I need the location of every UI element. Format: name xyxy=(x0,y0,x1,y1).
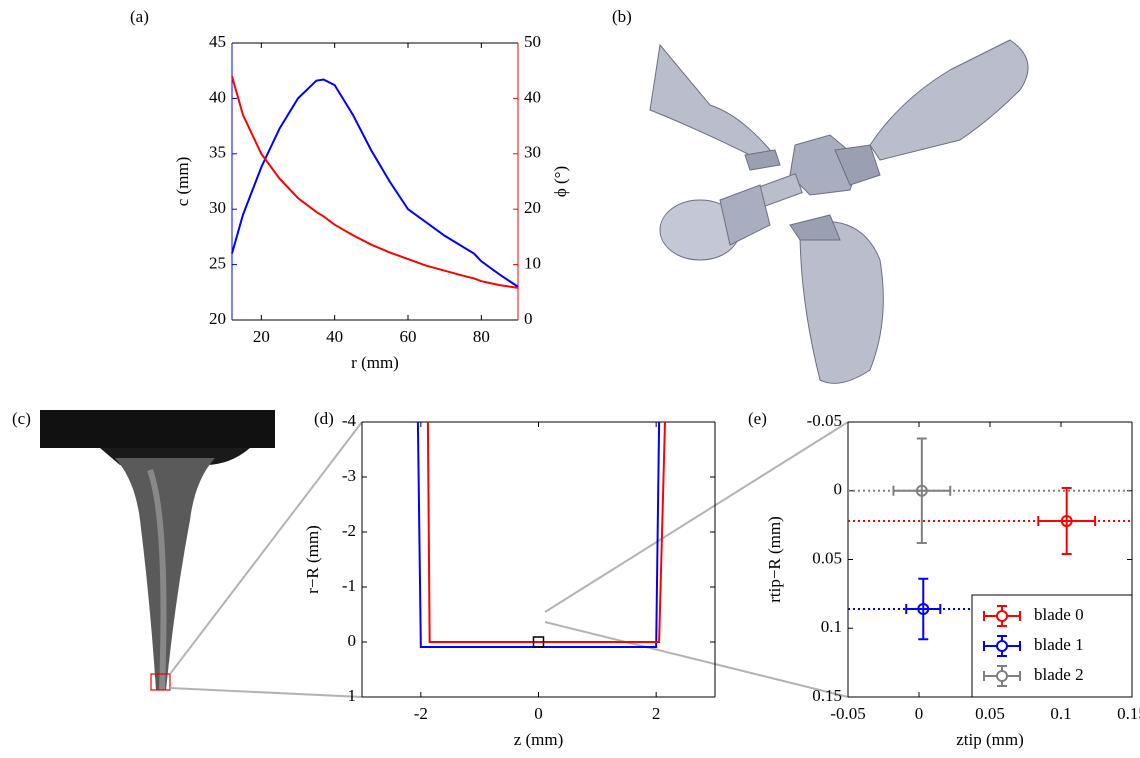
y-tick-label: 40 xyxy=(209,87,226,106)
x-tick-label: -2 xyxy=(414,704,428,723)
y-tick-label: 1 xyxy=(348,686,357,705)
y2-tick-label: 30 xyxy=(524,143,541,162)
x-tick-label: 0.15 xyxy=(1117,704,1140,723)
panel-label: (b) xyxy=(612,7,632,26)
legend-label: blade 2 xyxy=(1034,665,1084,684)
y-tick-label: -3 xyxy=(342,466,356,485)
y2-tick-label: 50 xyxy=(524,32,541,51)
data-line xyxy=(416,421,661,648)
y2-tick-label: 10 xyxy=(524,254,541,273)
data-line xyxy=(231,78,519,288)
x-tick-label: 0.05 xyxy=(975,704,1005,723)
x-tick-label: 0.1 xyxy=(1050,704,1071,723)
x-error-bar xyxy=(892,485,952,496)
panel-label: (e) xyxy=(748,409,767,428)
y-axis-label: c (mm) xyxy=(173,157,192,207)
x-error-bar xyxy=(1037,516,1097,526)
y-tick-label: 35 xyxy=(209,143,226,162)
panel-label: (a) xyxy=(130,7,149,26)
x-tick-label: 0 xyxy=(534,704,543,723)
point xyxy=(917,603,930,615)
y-tick-label: 0.15 xyxy=(812,686,842,705)
legend-swatch xyxy=(996,670,1008,682)
y-tick-label: 0.1 xyxy=(821,617,842,636)
zoom-box xyxy=(532,636,545,648)
blade-photo xyxy=(40,410,275,691)
y2-tick-label: 0 xyxy=(524,309,533,328)
panel-label: (d) xyxy=(314,409,334,428)
y-tick-label: -2 xyxy=(342,521,356,540)
x-tick-label: 0 xyxy=(915,704,924,723)
legend-label: blade 0 xyxy=(1034,605,1084,624)
x-error-bar xyxy=(905,604,942,614)
y-tick-label: 20 xyxy=(209,309,226,328)
y-axis-label: rtip−R (mm) xyxy=(765,516,784,603)
data-line xyxy=(426,421,666,643)
y2-tick-label: 40 xyxy=(524,87,541,106)
y2-axis-label: ϕ (°) xyxy=(551,166,570,197)
data-line xyxy=(231,75,519,289)
y-tick-label: 25 xyxy=(209,254,226,273)
legend-swatch xyxy=(996,640,1008,652)
y2-tick-label: 20 xyxy=(524,198,541,217)
y-tick-label: -0.05 xyxy=(807,411,842,430)
x-tick-label: 60 xyxy=(400,327,417,346)
x-tick-label: 80 xyxy=(473,327,490,346)
x-tick-label: 20 xyxy=(253,327,270,346)
y-tick-label: -4 xyxy=(342,411,357,430)
turbine-render xyxy=(649,39,1029,384)
point xyxy=(1060,515,1073,527)
x-axis-label: z (mm) xyxy=(514,730,564,749)
legend-label: blade 1 xyxy=(1034,635,1084,654)
panel-label: (c) xyxy=(12,409,31,428)
y-tick-label: -1 xyxy=(342,576,356,595)
x-tick-label: 40 xyxy=(326,327,343,346)
x-axis-label: ztip (mm) xyxy=(956,730,1024,749)
x-tick-label: -0.05 xyxy=(830,704,865,723)
legend-swatch xyxy=(996,610,1008,622)
y-axis-label: r−R (mm) xyxy=(303,525,322,594)
y-tick-label: 0.05 xyxy=(812,548,842,567)
y-tick-label: 0 xyxy=(348,631,357,650)
y-tick-label: 45 xyxy=(209,32,226,51)
point xyxy=(915,484,928,497)
x-tick-label: 2 xyxy=(652,704,661,723)
x-axis-label: r (mm) xyxy=(351,353,399,372)
zoom-lines xyxy=(169,421,849,698)
y-tick-label: 30 xyxy=(209,198,226,217)
y-tick-label: 0 xyxy=(834,480,843,499)
